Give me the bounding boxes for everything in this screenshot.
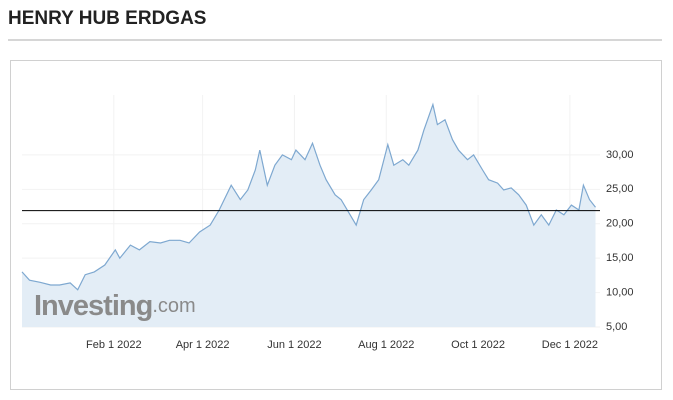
y-tick-label: 30,00	[606, 149, 634, 161]
area-fill	[22, 104, 596, 327]
x-tick-label: Feb 1 2022	[86, 339, 142, 351]
x-tick-label: Oct 1 2022	[451, 339, 505, 351]
price-line	[21, 102, 596, 291]
x-tick-label: Aug 1 2022	[358, 339, 414, 351]
x-tick-label: Apr 1 2022	[176, 339, 230, 351]
x-tick-label: Dec 1 2022	[542, 339, 598, 351]
y-tick-label: 10,00	[606, 286, 634, 298]
x-tick-label: Jun 1 2022	[267, 339, 321, 351]
watermark-brand: Investing	[34, 290, 152, 322]
y-tick-label: 5,00	[606, 321, 627, 333]
watermark: Investing.com	[34, 290, 196, 322]
y-tick-label: 15,00	[606, 252, 634, 264]
watermark-suffix: .com	[152, 295, 195, 317]
chart-title: HENRY HUB ERDGAS	[8, 8, 206, 29]
y-tick-label: 25,00	[606, 183, 634, 195]
y-tick-label: 20,00	[606, 218, 634, 230]
